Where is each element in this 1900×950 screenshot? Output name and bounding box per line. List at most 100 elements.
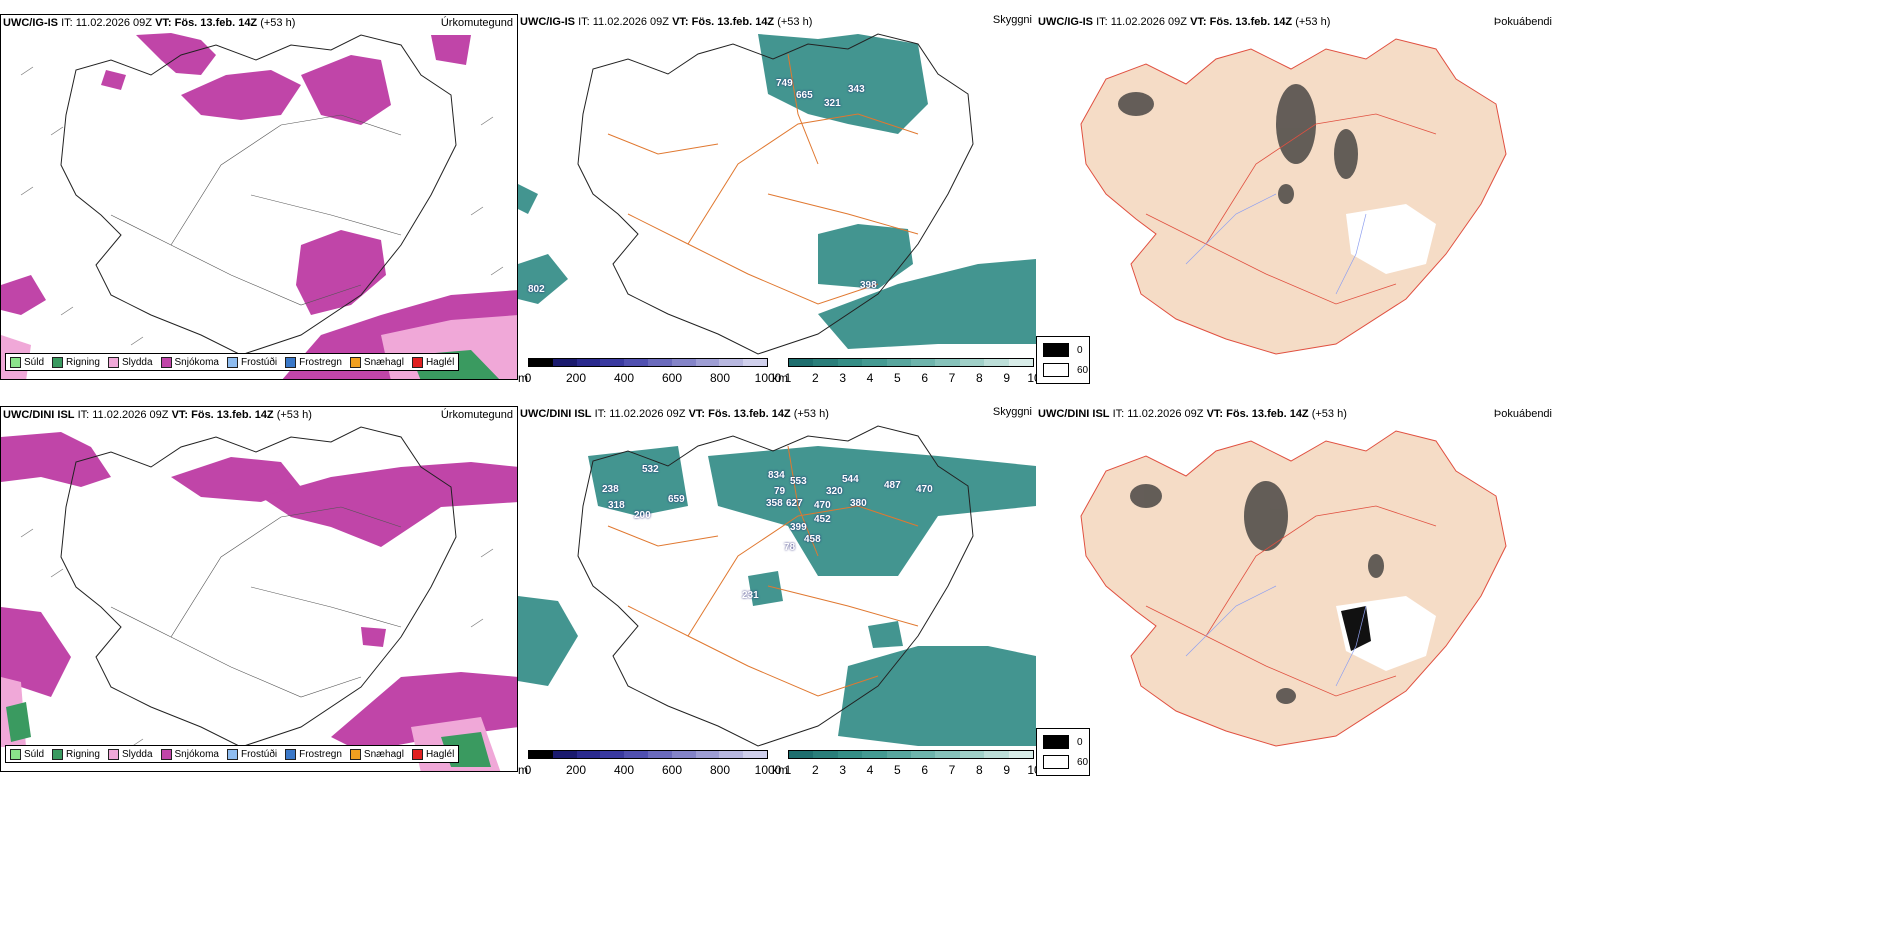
vt-label: VT: bbox=[1190, 16, 1207, 28]
colorbar-tick-label: 7 bbox=[948, 763, 956, 777]
colorbar-segment bbox=[695, 751, 720, 758]
legend-label: Súld bbox=[24, 356, 45, 368]
roads bbox=[1145, 113, 1437, 305]
colorbar-tick-label: 0 bbox=[524, 371, 532, 385]
legend-item: Haglél bbox=[411, 356, 454, 368]
colorbar-segment bbox=[935, 359, 960, 366]
fog-map bbox=[1080, 430, 1507, 747]
legend-item: Haglél bbox=[411, 748, 454, 760]
colorbar-tick-label: 8 bbox=[975, 763, 983, 777]
cloud-base-value: 627 bbox=[786, 498, 803, 509]
legend-item: Frostúði bbox=[226, 748, 277, 760]
colorbar-tick-label: 400 bbox=[613, 763, 635, 777]
panel-title: Skyggni bbox=[992, 14, 1032, 26]
colorbar-segment bbox=[719, 359, 744, 366]
it-label: IT: bbox=[578, 16, 590, 28]
legend-item: Rigning bbox=[52, 356, 100, 368]
cloud-base-value: 320 bbox=[826, 486, 843, 497]
legend-label: Slydda bbox=[121, 748, 153, 760]
panel-title: Úrkomutegund bbox=[440, 17, 513, 29]
dark-swatch bbox=[1043, 735, 1069, 749]
legend-label: Snæhagl bbox=[363, 356, 404, 368]
visibility-colorbar: km 1 2 3 4 5 6 7 8 9 10 bbox=[772, 748, 1041, 780]
model-name: UWC/IG-IS bbox=[3, 17, 58, 29]
colorbar-segment bbox=[552, 751, 577, 758]
panel-header: UWC/IG-IS IT: 11.02.2026 09Z VT: Fös. 13… bbox=[3, 17, 295, 29]
legend-swatch bbox=[285, 356, 297, 368]
legend-label: Frostregn bbox=[299, 748, 342, 760]
colorbar-segment bbox=[743, 359, 767, 366]
vt-value: Fös. 13.feb. 14Z bbox=[708, 408, 791, 420]
colorbar-segment bbox=[1008, 751, 1034, 758]
cloud-base-strip bbox=[528, 358, 768, 367]
legend-label: Snjókoma bbox=[174, 748, 219, 760]
cloud-base-value: 399 bbox=[790, 522, 807, 533]
colorbar-tick-label: 0 bbox=[524, 763, 532, 777]
legend-label: Snæhagl bbox=[363, 748, 404, 760]
panel-header: UWC/IG-IS IT: 11.02.2026 09Z VT: Fös. 13… bbox=[1038, 16, 1330, 28]
legend-swatch bbox=[226, 356, 238, 368]
cloud-base-value: 358 bbox=[766, 498, 783, 509]
colorbar-segment bbox=[911, 359, 936, 366]
visibility-colorbar: km 1 2 3 4 5 6 7 8 9 10 bbox=[772, 356, 1041, 388]
legend-item: Snjókoma bbox=[160, 748, 219, 760]
it-value: 11.02.2026 09Z bbox=[75, 17, 152, 29]
fog-legend-light: 60 bbox=[1077, 756, 1089, 768]
legend-item: Slydda bbox=[107, 748, 153, 760]
roads bbox=[110, 114, 402, 306]
legend-swatch bbox=[411, 356, 423, 368]
colorbar-segment bbox=[600, 751, 625, 758]
colorbar-tick-label: 5 bbox=[893, 763, 901, 777]
cloud-base-strip bbox=[528, 750, 768, 759]
colorbar-tick-label: 1 bbox=[784, 763, 792, 777]
colorbar-segment bbox=[959, 359, 985, 366]
colorbar-tick-label: 7 bbox=[948, 371, 956, 385]
colorbar-tick-label: 800 bbox=[709, 763, 731, 777]
low-visibility-areas bbox=[518, 34, 1036, 349]
lead-time: (+53 h) bbox=[276, 409, 312, 421]
colorbar-segment bbox=[959, 751, 985, 758]
legend-item: Slydda bbox=[107, 356, 153, 368]
panel-header: UWC/DINI ISL IT: 11.02.2026 09Z VT: Fös.… bbox=[3, 409, 312, 421]
light-swatch bbox=[1043, 363, 1069, 377]
cloud-base-colorbar: m 0 200 400 600 800 1000 bbox=[518, 748, 781, 780]
vis-labels: 749 665 321 343 398 802 bbox=[518, 14, 1036, 380]
legend-item: Rigning bbox=[52, 748, 100, 760]
legend-swatch bbox=[160, 356, 172, 368]
it-label: IT: bbox=[77, 409, 90, 421]
precip-map bbox=[1, 426, 517, 771]
legend-item: Snæhagl bbox=[349, 356, 404, 368]
fog-areas bbox=[1130, 481, 1384, 704]
colorbar-segment bbox=[529, 359, 553, 366]
visibility-map bbox=[518, 33, 1036, 355]
visibility-panel-bottom: UWC/DINI ISL IT: 11.02.2026 09Z VT: Fös.… bbox=[518, 406, 1036, 772]
visibility-panel-top: UWC/IG-IS IT: 11.02.2026 09Z VT: Fös. 13… bbox=[518, 14, 1036, 380]
clear-area bbox=[1346, 204, 1436, 274]
legend-swatch bbox=[107, 748, 119, 760]
legend-label: Slydda bbox=[121, 356, 153, 368]
colorbar-segment bbox=[984, 751, 1009, 758]
colorbar-segment bbox=[719, 751, 744, 758]
road-network bbox=[607, 53, 919, 305]
precip-panel-top: UWC/IG-IS IT: 11.02.2026 09Z VT: Fös. 13… bbox=[0, 14, 518, 380]
legend-label: Frostregn bbox=[299, 356, 342, 368]
colorbar-segment bbox=[935, 751, 960, 758]
cloud-base-unit: m bbox=[518, 371, 528, 385]
roads bbox=[110, 506, 402, 698]
it-label: IT: bbox=[1112, 408, 1125, 420]
fog-legend-light: 60 bbox=[1077, 364, 1089, 376]
fog-panel-top: UWC/IG-IS IT: 11.02.2026 09Z VT: Fös. 13… bbox=[1036, 14, 1556, 380]
model-name: UWC/DINI ISL bbox=[3, 409, 75, 421]
lead-time: (+53 h) bbox=[793, 408, 829, 420]
vt-label: VT: bbox=[1206, 408, 1224, 420]
legend-swatch bbox=[107, 356, 119, 368]
cloud-base-value: 802 bbox=[528, 284, 545, 295]
colorbar-segment bbox=[984, 359, 1009, 366]
land-area bbox=[1080, 430, 1507, 747]
fog-legend-dark: 0 bbox=[1077, 344, 1083, 356]
colorbar-segment bbox=[624, 751, 648, 758]
colorbar-tick-label: 8 bbox=[975, 371, 983, 385]
vt-value: Fös. 13.feb. 14Z bbox=[174, 17, 258, 29]
colorbar-segment bbox=[862, 751, 887, 758]
colorbar-segment bbox=[862, 359, 887, 366]
